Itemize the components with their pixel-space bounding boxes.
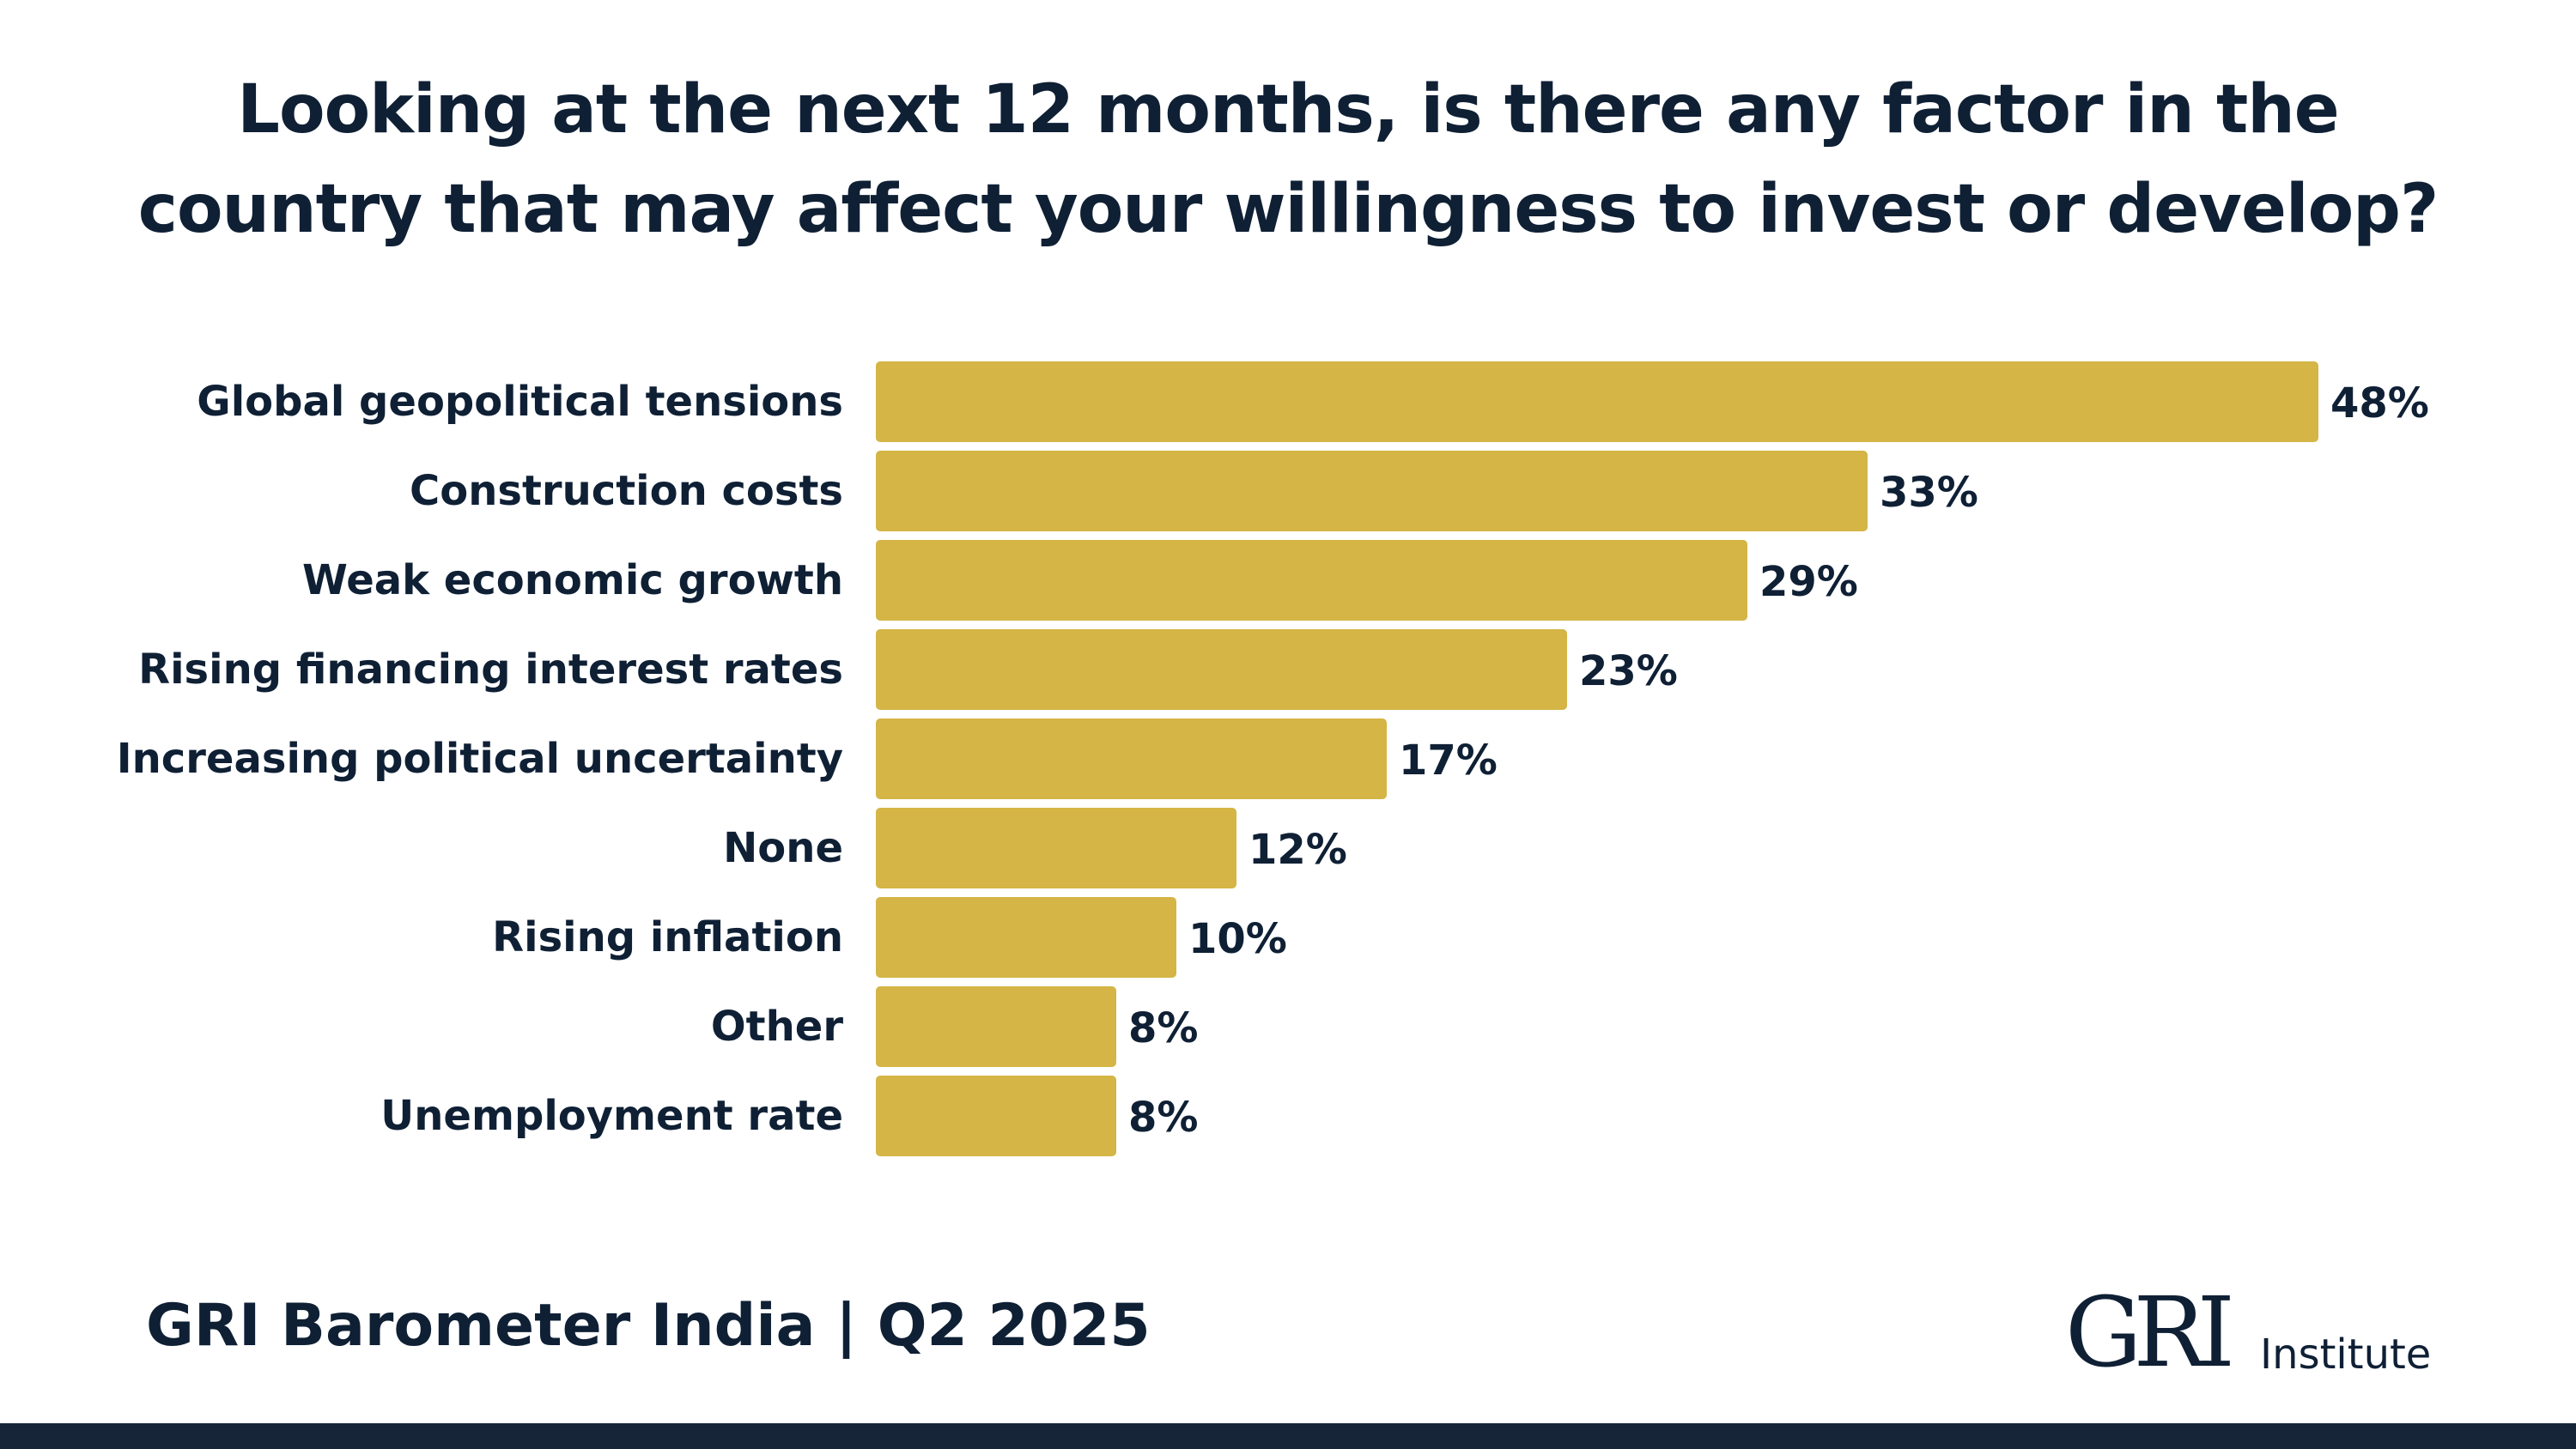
footer-caption: GRI Barometer India | Q2 2025 [146, 1292, 1151, 1360]
category-label: Unemployment rate [380, 1092, 843, 1140]
bar [876, 540, 1747, 621]
bars-group [876, 361, 2318, 1156]
category-label: Global geopolitical tensions [197, 378, 843, 426]
bottom-bar [0, 1423, 2576, 1449]
logo-text: Institute [2260, 1331, 2432, 1379]
bar [876, 986, 1116, 1067]
chart-title-line-1: Looking at the next 12 months, is there … [237, 71, 2339, 149]
value-label: 8% [1128, 1094, 1199, 1142]
category-label: None [723, 824, 843, 872]
logo-mark: GRI [2065, 1277, 2235, 1389]
category-labels-group: Global geopolitical tensions Construction… [117, 378, 844, 1140]
value-label: 48% [2330, 379, 2429, 427]
bar [876, 897, 1176, 978]
value-label: 23% [1579, 647, 1678, 695]
value-label: 12% [1249, 826, 1347, 874]
value-label: 29% [1759, 558, 1858, 606]
value-label: 17% [1399, 737, 1498, 785]
category-label: Rising inflation [492, 913, 843, 961]
bar [876, 361, 2318, 442]
chart-title: Looking at the next 12 months, is there … [0, 60, 2576, 259]
value-label: 8% [1128, 1004, 1199, 1052]
category-label: Other [711, 1003, 843, 1051]
category-label: Weak economic growth [302, 556, 843, 604]
value-labels-group: 48% 33% 29% 23% 17% 12% 10% 8% 8% [1128, 379, 2429, 1142]
bar [876, 1076, 1116, 1156]
bar [876, 808, 1236, 888]
chart-title-line-2: country that may affect your willingness… [137, 171, 2439, 248]
bar [876, 629, 1567, 710]
gri-institute-logo: GRI Institute [2065, 1277, 2434, 1389]
category-label: Increasing political uncertainty [117, 735, 843, 783]
bar [876, 718, 1387, 799]
value-label: 10% [1188, 915, 1287, 963]
value-label: 33% [1880, 469, 1978, 517]
bar [876, 451, 1868, 531]
category-label: Rising financing interest rates [138, 646, 843, 694]
category-label: Construction costs [410, 467, 843, 515]
